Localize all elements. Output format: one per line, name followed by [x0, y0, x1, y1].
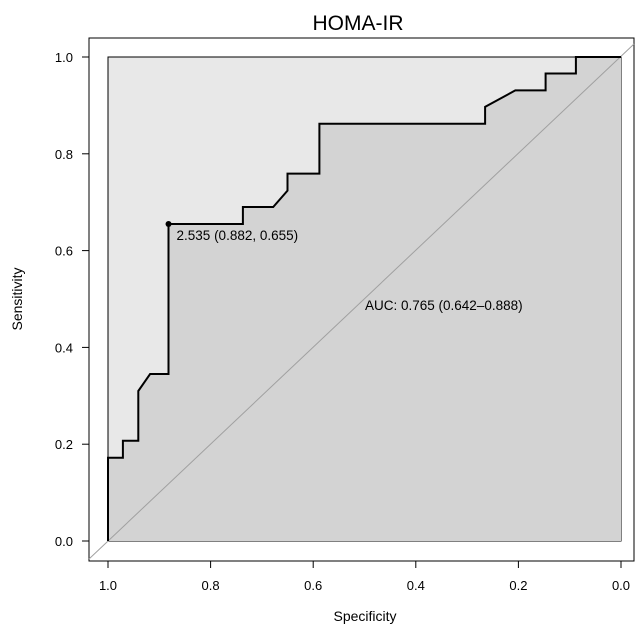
y-tick-label: 0.4	[55, 340, 73, 355]
x-axis-title: Specificity	[333, 608, 396, 624]
y-tick-label: 0.0	[55, 534, 73, 549]
y-axis: 0.0 0.2 0.4 0.6 0.8 1.0	[55, 50, 90, 549]
y-tick-label: 0.6	[55, 244, 73, 259]
best-threshold-label: 2.535 (0.882, 0.655)	[177, 228, 299, 243]
y-tick-label: 1.0	[55, 50, 73, 65]
x-tick-label: 0.8	[202, 578, 220, 593]
x-tick-label: 0.2	[509, 578, 527, 593]
x-tick-label: 1.0	[99, 578, 117, 593]
y-tick-label: 0.8	[55, 147, 73, 162]
roc-curve	[107, 56, 621, 541]
chart-title: HOMA-IR	[313, 12, 404, 35]
x-axis: 1.0 0.8 0.6 0.4 0.2 0.0	[99, 560, 630, 593]
y-axis-title: Sensitivity	[9, 267, 25, 330]
y-tick-label: 0.2	[55, 437, 73, 452]
chance-diagonal	[88, 43, 635, 560]
best-threshold-point	[165, 220, 172, 227]
auc-label: AUC: 0.765 (0.642–0.888)	[365, 298, 523, 313]
x-tick-label: 0.4	[407, 578, 425, 593]
x-tick-label: 0.6	[304, 578, 322, 593]
x-tick-label: 0.0	[612, 578, 630, 593]
